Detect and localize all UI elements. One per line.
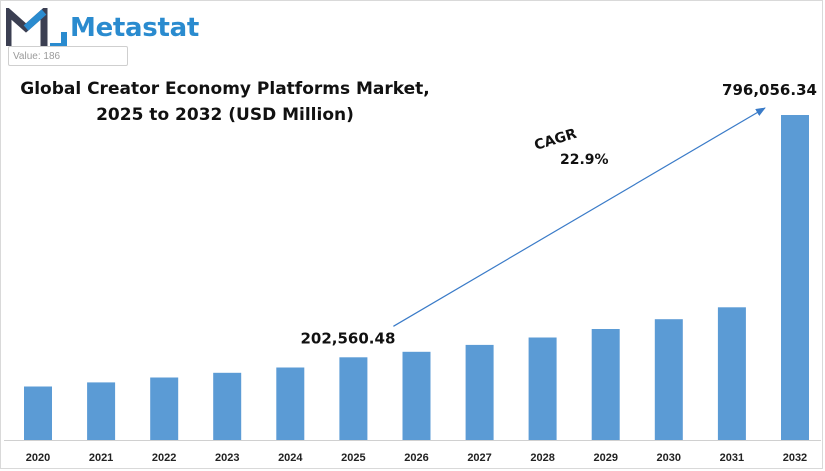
- bar-2028: [528, 337, 557, 440]
- x-tick-2023: 2023: [215, 452, 239, 464]
- x-tick-2026: 2026: [404, 452, 428, 464]
- value-tooltip: Value: 186: [8, 46, 128, 66]
- x-tick-2022: 2022: [152, 452, 176, 464]
- x-tick-2028: 2028: [530, 452, 554, 464]
- bar-2022: [150, 377, 179, 440]
- bar-2024: [276, 367, 305, 440]
- bar-2031: [717, 307, 746, 440]
- brand-logo: Metastat: [6, 8, 199, 48]
- bar-2027: [465, 344, 494, 440]
- cagr-value: 22.9%: [560, 152, 609, 168]
- bar-2030: [654, 319, 683, 440]
- chart-title-line-2: 2025 to 2032 (USD Million): [96, 105, 354, 125]
- x-axis-tick-labels: 2020 2021 2022 2023 2024 2025 2026 2027 2028 2029…: [26, 452, 807, 464]
- bar-series: [24, 115, 809, 440]
- x-tick-2029: 2029: [593, 452, 617, 464]
- bar-2025: [339, 357, 368, 440]
- start-value-label: 202,560.48: [300, 329, 395, 347]
- bar-2026: [402, 351, 431, 440]
- brand-name: Metastat: [70, 13, 199, 43]
- x-tick-2024: 2024: [278, 452, 303, 464]
- chart-title-line-1: Global Creator Economy Platforms Market,: [20, 79, 430, 99]
- x-tick-2021: 2021: [89, 452, 113, 464]
- cagr-arrow: [393, 107, 766, 327]
- bar-2032: [781, 115, 809, 440]
- end-value-label: 796,056.34: [722, 81, 817, 99]
- bar-2021: [87, 382, 116, 440]
- bar-2023: [213, 372, 242, 440]
- x-tick-2025: 2025: [341, 452, 365, 464]
- x-tick-2027: 2027: [467, 452, 491, 464]
- chart-title: Global Creator Economy Platforms Market,…: [20, 76, 430, 128]
- x-tick-2031: 2031: [720, 452, 744, 464]
- x-tick-2020: 2020: [26, 452, 50, 464]
- bar-2029: [591, 329, 620, 440]
- x-tick-2032: 2032: [783, 452, 807, 464]
- bar-2020: [24, 386, 52, 440]
- x-tick-2030: 2030: [657, 452, 681, 464]
- cagr-label: CAGR: [532, 126, 578, 154]
